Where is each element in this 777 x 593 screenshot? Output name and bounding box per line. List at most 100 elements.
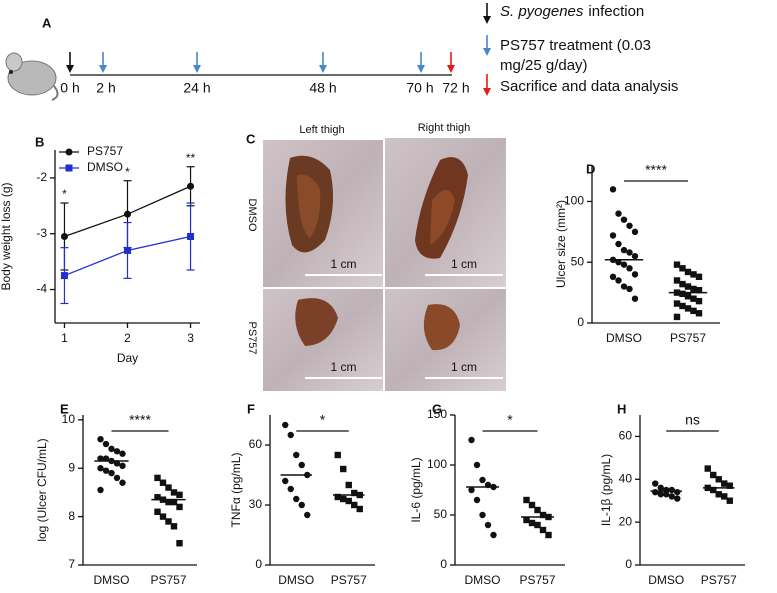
data-point bbox=[170, 523, 178, 530]
data-point bbox=[631, 295, 639, 302]
data-point bbox=[668, 493, 675, 500]
y-tick-label: 0 bbox=[255, 557, 262, 571]
arrow-head bbox=[66, 65, 74, 73]
row-header: DMSO bbox=[246, 199, 258, 232]
data-point bbox=[102, 467, 110, 474]
data-point bbox=[119, 479, 126, 486]
data-point bbox=[620, 283, 628, 290]
data-point bbox=[119, 450, 126, 457]
y-axis-label: IL-1β (pg/mL) bbox=[599, 454, 613, 526]
data-point bbox=[490, 531, 497, 539]
data-point bbox=[631, 228, 639, 236]
data-point bbox=[715, 476, 722, 483]
data-point bbox=[298, 501, 305, 509]
data-point bbox=[176, 491, 183, 499]
data-point bbox=[615, 259, 622, 266]
data-point bbox=[657, 484, 664, 492]
y-tick-label: -3 bbox=[36, 226, 47, 240]
y-tick-label: 30 bbox=[249, 497, 263, 511]
x-tick-label: DMSO bbox=[465, 573, 501, 587]
y-axis-label: Ulcer size (mm²) bbox=[554, 200, 568, 288]
significance: ns bbox=[685, 412, 700, 428]
significance: **** bbox=[645, 162, 667, 178]
data-point bbox=[97, 455, 104, 462]
data-point bbox=[690, 271, 697, 278]
data-point bbox=[113, 448, 121, 455]
data-point bbox=[534, 506, 541, 514]
scale-bar-label: 1 cm bbox=[330, 257, 356, 271]
data-point bbox=[473, 496, 481, 504]
data-point bbox=[528, 519, 536, 527]
data-point bbox=[674, 488, 681, 496]
data-point bbox=[170, 498, 178, 506]
arrow-head bbox=[99, 65, 107, 73]
panel-label: F bbox=[247, 401, 255, 416]
data-point bbox=[113, 474, 121, 482]
data-point bbox=[287, 485, 294, 493]
data-point bbox=[652, 480, 659, 487]
time-label: 72 h bbox=[442, 80, 469, 96]
y-axis-label: TNFα (pg/mL) bbox=[229, 453, 243, 528]
y-tick-label: 60 bbox=[619, 429, 633, 443]
data-point bbox=[154, 508, 161, 515]
data-point bbox=[690, 285, 697, 293]
data-point bbox=[119, 462, 126, 470]
data-point bbox=[534, 521, 541, 529]
data-point bbox=[609, 273, 617, 281]
data-point bbox=[626, 222, 633, 229]
panel-label: D bbox=[586, 161, 595, 176]
y-tick-label: 60 bbox=[249, 437, 263, 451]
data-point bbox=[287, 431, 294, 439]
data-point bbox=[704, 465, 711, 472]
data-point bbox=[523, 516, 530, 524]
data-point bbox=[356, 505, 363, 513]
y-tick-label: 0 bbox=[625, 557, 632, 571]
panel-label: A bbox=[42, 15, 52, 30]
x-tick-label: PS757 bbox=[331, 573, 367, 587]
data-point bbox=[159, 479, 167, 486]
time-label: 48 h bbox=[309, 80, 336, 96]
panel-label: C bbox=[246, 131, 256, 146]
data-point bbox=[113, 460, 121, 467]
y-tick-label: 0 bbox=[440, 557, 447, 571]
data-point bbox=[684, 268, 692, 276]
data-point bbox=[293, 495, 300, 503]
data-point bbox=[468, 486, 475, 494]
legend-text: PS757 treatment (0.03 bbox=[500, 37, 651, 54]
data-point bbox=[673, 261, 681, 268]
data-point bbox=[479, 476, 486, 484]
data-point bbox=[528, 501, 536, 509]
data-point bbox=[345, 497, 352, 505]
data-point bbox=[65, 164, 73, 172]
data-point bbox=[124, 246, 131, 254]
y-tick-label: -2 bbox=[36, 170, 47, 184]
data-point bbox=[340, 495, 347, 503]
data-point bbox=[539, 526, 547, 534]
data-point bbox=[615, 240, 622, 248]
data-point bbox=[673, 313, 681, 321]
data-point bbox=[293, 451, 300, 459]
data-point bbox=[165, 518, 172, 525]
scale-bar-label: 1 cm bbox=[451, 360, 477, 374]
x-tick-label: DMSO bbox=[278, 573, 314, 587]
legend-label: DMSO bbox=[87, 160, 123, 174]
data-point bbox=[60, 272, 68, 280]
data-point bbox=[620, 216, 628, 223]
arrow-head bbox=[483, 88, 491, 96]
y-tick-label: 50 bbox=[434, 507, 448, 521]
y-tick-label: 100 bbox=[427, 457, 447, 471]
data-point bbox=[631, 252, 639, 260]
data-point bbox=[154, 474, 161, 482]
arrow-head bbox=[483, 16, 491, 24]
x-tick-label: DMSO bbox=[94, 573, 130, 587]
legend-text: S. pyogenes infection bbox=[500, 3, 644, 20]
data-point bbox=[479, 511, 486, 519]
data-point bbox=[108, 445, 115, 453]
time-label: 24 h bbox=[183, 80, 210, 96]
arrow-head bbox=[483, 48, 491, 56]
data-point bbox=[345, 481, 352, 489]
significance: ** bbox=[186, 151, 196, 165]
significance: * bbox=[320, 412, 326, 428]
data-point bbox=[165, 498, 172, 506]
y-tick-label: 100 bbox=[564, 194, 584, 208]
